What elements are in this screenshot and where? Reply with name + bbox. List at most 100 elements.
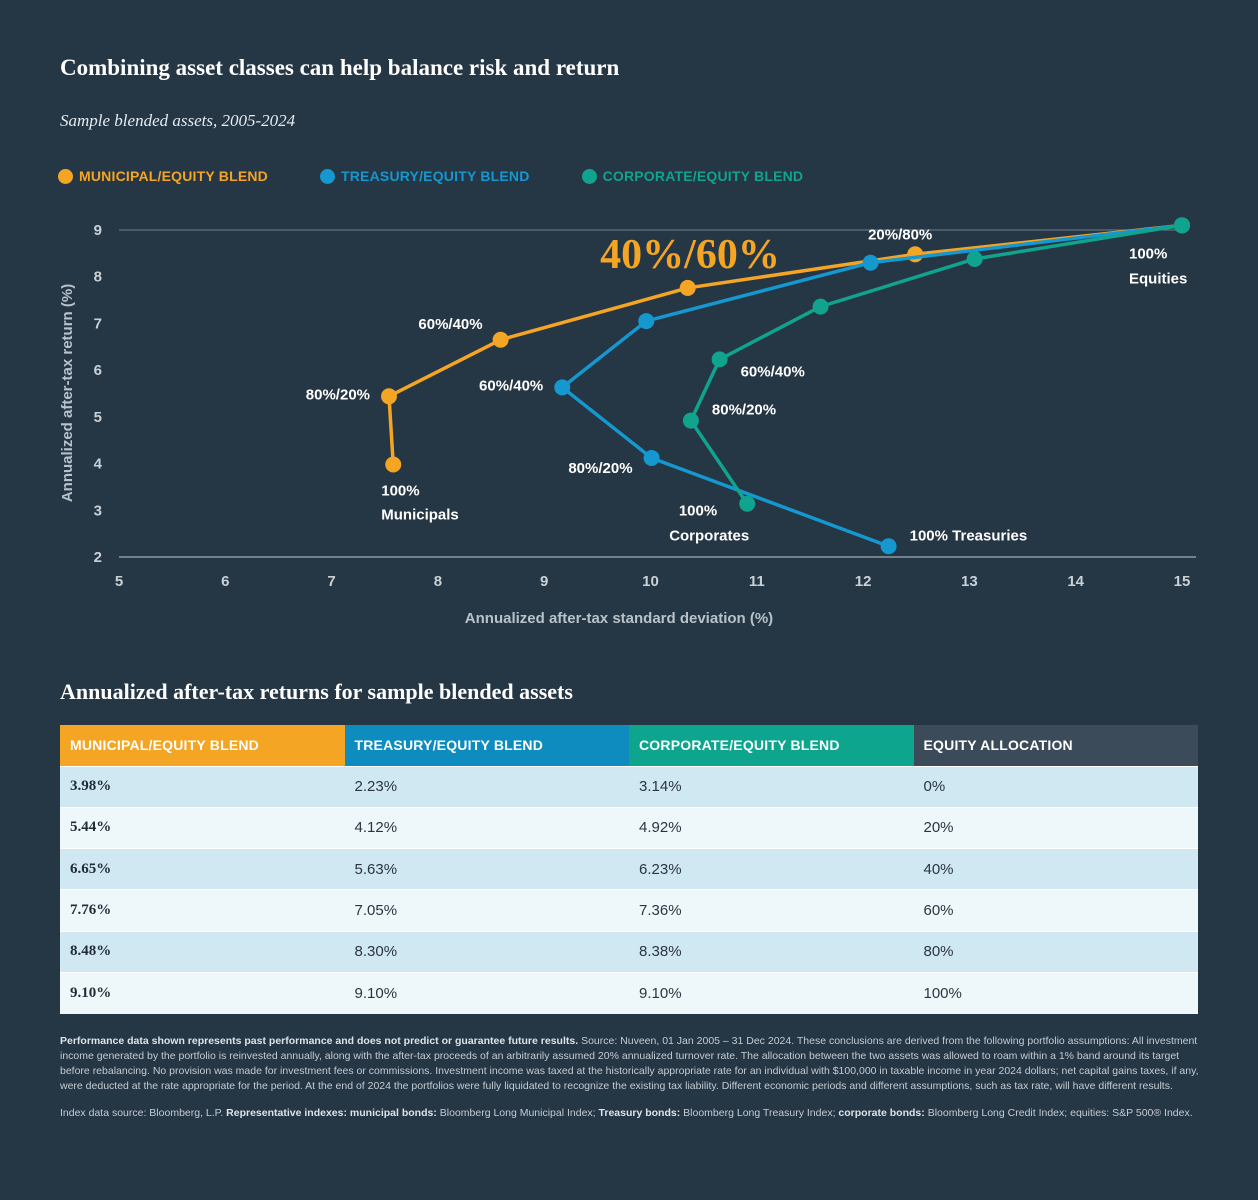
table-row: 6.65% 5.63% 6.23% 40%	[60, 848, 1198, 890]
table-cell: 60%	[913, 889, 1198, 932]
y-tick-label: 2	[94, 549, 102, 566]
table-cell: 9.10%	[629, 971, 914, 1014]
data-point	[966, 250, 983, 267]
header-equity-allocation: EQUITY ALLOCATION	[913, 725, 1198, 766]
series-line	[689, 223, 1183, 505]
data-point	[812, 298, 829, 315]
data-point	[679, 279, 696, 296]
table-row: 9.10% 9.10% 9.10% 100%	[60, 971, 1198, 1014]
sources-corp-text: Bloomberg Long Credit Index; equities: S…	[927, 1107, 1193, 1119]
x-tick-label: 6	[221, 573, 229, 590]
risk-return-chart: 2 3 4 5 6 7 8 9 5 6 7 8 9 10 11 12 13 14 15 100% Municipals…	[59, 217, 1196, 627]
x-tick-label: 9	[540, 573, 548, 590]
table-cell: 80%	[913, 930, 1198, 973]
table-row: 3.98% 2.23% 3.14% 0%	[60, 765, 1198, 808]
table-cell: 9.10%	[344, 971, 629, 1014]
data-point	[385, 456, 402, 473]
point-label: 80%/20%	[712, 402, 776, 419]
table-cell: 8.48%	[60, 930, 345, 973]
data-point	[381, 388, 398, 405]
y-tick-label: 8	[94, 269, 102, 286]
y-tick-label: 9	[94, 222, 102, 239]
highlight-label: 40%/60%	[600, 232, 780, 278]
table-cell: 3.98%	[60, 765, 345, 808]
table-cell: 9.10%	[60, 971, 345, 1014]
sources-prefix: Index data source: Bloomberg, L.P.	[60, 1107, 224, 1119]
x-tick-label: 10	[642, 573, 659, 590]
index-sources: Index data source: Bloomberg, L.P. Repre…	[60, 1106, 1200, 1121]
legend-label-corporate: CORPORATE/EQUITY BLEND	[602, 168, 804, 184]
footnote-text: Source: Nuveen, 01 Jan 2005 – 31 Dec 202…	[60, 1035, 1199, 1092]
y-tick-label: 6	[94, 362, 102, 379]
point-label: 60%/40%	[741, 363, 805, 380]
table-cell: 2.23%	[344, 765, 629, 808]
table-cell: 0%	[913, 765, 1198, 808]
data-point	[739, 495, 756, 512]
legend-dot-municipal	[58, 168, 73, 184]
point-label: Municipals	[381, 507, 459, 524]
x-tick-label: 12	[855, 573, 872, 590]
table-row: 8.48% 8.30% 8.38% 80%	[60, 930, 1198, 973]
table-body: 3.98% 2.23% 3.14% 0% 5.44% 4.12% 4.92% 20% 6.65%…	[60, 765, 1198, 1014]
data-point	[682, 412, 699, 429]
legend-label-municipal: MUNICIPAL/EQUITY BLEND	[79, 168, 268, 184]
x-tick-label: 7	[327, 573, 335, 590]
table-cell: 4.92%	[629, 806, 914, 849]
point-label: 100%	[679, 503, 717, 520]
point-label: Equities	[1129, 270, 1187, 287]
chart-axes: 2 3 4 5 6 7 8 9 5 6 7 8 9 10 11 12 13 14 15	[94, 222, 1196, 590]
y-tick-label: 4	[94, 456, 103, 473]
table-cell: 3.14%	[629, 765, 914, 808]
point-label: 60%/40%	[418, 316, 482, 333]
data-point	[907, 246, 924, 263]
point-label: 100%	[381, 483, 419, 500]
sources-treas-label: Treasury bonds:	[598, 1107, 681, 1119]
sources-muni-text: Bloomberg Long Municipal Index;	[439, 1107, 596, 1119]
table-cell: 100%	[913, 971, 1198, 1014]
data-point	[638, 313, 655, 330]
table-cell: 7.36%	[629, 889, 914, 932]
sources-muni-label: municipal bonds:	[349, 1107, 437, 1119]
y-tick-label: 7	[94, 315, 102, 332]
y-tick-label: 3	[94, 502, 102, 519]
chart-title: Combining asset classes can help balance…	[60, 55, 620, 80]
point-label: 60%/40%	[479, 377, 543, 394]
table-cell: 5.63%	[344, 848, 629, 890]
x-tick-label: 8	[434, 573, 442, 590]
point-label: 20%/80%	[868, 226, 932, 243]
y-tick-label: 5	[94, 409, 102, 426]
chart-subtitle: Sample blended assets, 2005-2024	[60, 111, 296, 130]
sources-treas-text: Bloomberg Long Treasury Index;	[683, 1107, 836, 1119]
table-cell: 40%	[913, 848, 1198, 890]
x-tick-label: 15	[1174, 573, 1191, 590]
footnote: Performance data shown represents past p…	[60, 1034, 1200, 1094]
data-point	[880, 538, 897, 555]
sources-corp-label: corporate bonds:	[838, 1107, 925, 1119]
table-cell: 8.38%	[629, 930, 914, 973]
legend-item-corporate: CORPORATE/EQUITY BLEND	[581, 168, 804, 184]
x-tick-label: 13	[961, 573, 978, 590]
header-corporate: CORPORATE/EQUITY BLEND	[629, 725, 914, 766]
legend-label-treasury: TREASURY/EQUITY BLEND	[341, 168, 530, 184]
header-treasury: TREASURY/EQUITY BLEND	[344, 725, 629, 766]
table-cell: 7.76%	[60, 889, 345, 932]
chart-series	[381, 217, 1190, 555]
table-row: 7.76% 7.05% 7.36% 60%	[60, 889, 1198, 932]
table-cell: 7.05%	[344, 889, 629, 932]
table-header-row: MUNICIPAL/EQUITY BLEND TREASURY/EQUITY B…	[60, 725, 1198, 766]
returns-table: MUNICIPAL/EQUITY BLEND TREASURY/EQUITY B…	[60, 725, 1198, 1014]
data-point	[492, 331, 509, 348]
footnote-bold: Performance data shown represents past p…	[60, 1035, 579, 1047]
point-label: Corporates	[669, 528, 749, 545]
x-tick-label: 14	[1067, 573, 1084, 590]
legend-dot-corporate	[581, 168, 597, 184]
table-cell: 5.44%	[60, 806, 345, 849]
chart-legend: MUNICIPAL/EQUITY BLEND TREASURY/EQUITY B…	[58, 166, 803, 186]
legend-item-municipal: MUNICIPAL/EQUITY BLEND	[58, 168, 268, 184]
x-tick-label: 11	[749, 573, 765, 590]
table-cell: 4.12%	[344, 806, 629, 849]
table-title: Annualized after-tax returns for sample …	[60, 679, 573, 704]
point-label: 100% Treasuries	[910, 527, 1028, 544]
table-cell: 6.65%	[60, 848, 345, 890]
table-cell: 6.23%	[629, 848, 914, 890]
